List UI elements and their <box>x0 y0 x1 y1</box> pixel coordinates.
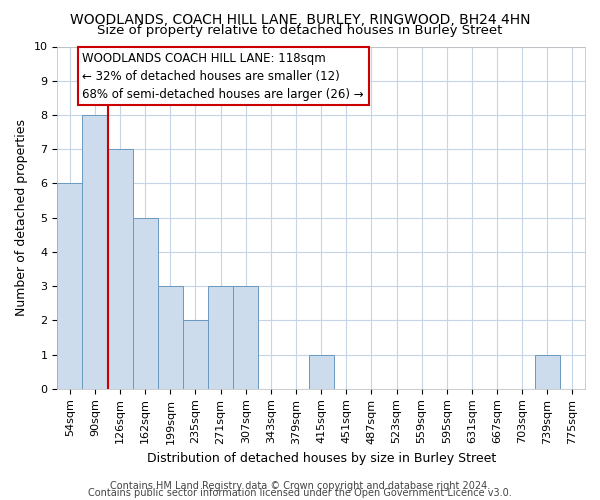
X-axis label: Distribution of detached houses by size in Burley Street: Distribution of detached houses by size … <box>146 452 496 465</box>
Text: Contains public sector information licensed under the Open Government Licence v3: Contains public sector information licen… <box>88 488 512 498</box>
Bar <box>158 286 183 389</box>
Text: Contains HM Land Registry data © Crown copyright and database right 2024.: Contains HM Land Registry data © Crown c… <box>110 481 490 491</box>
Text: WOODLANDS COACH HILL LANE: 118sqm
← 32% of detached houses are smaller (12)
68% : WOODLANDS COACH HILL LANE: 118sqm ← 32% … <box>82 52 364 100</box>
Bar <box>82 115 107 389</box>
Bar <box>107 149 133 389</box>
Bar <box>535 354 560 389</box>
Bar <box>57 184 82 389</box>
Bar <box>208 286 233 389</box>
Bar <box>183 320 208 389</box>
Text: WOODLANDS, COACH HILL LANE, BURLEY, RINGWOOD, BH24 4HN: WOODLANDS, COACH HILL LANE, BURLEY, RING… <box>70 12 530 26</box>
Bar <box>233 286 259 389</box>
Bar <box>308 354 334 389</box>
Bar <box>133 218 158 389</box>
Y-axis label: Number of detached properties: Number of detached properties <box>15 119 28 316</box>
Text: Size of property relative to detached houses in Burley Street: Size of property relative to detached ho… <box>97 24 503 37</box>
